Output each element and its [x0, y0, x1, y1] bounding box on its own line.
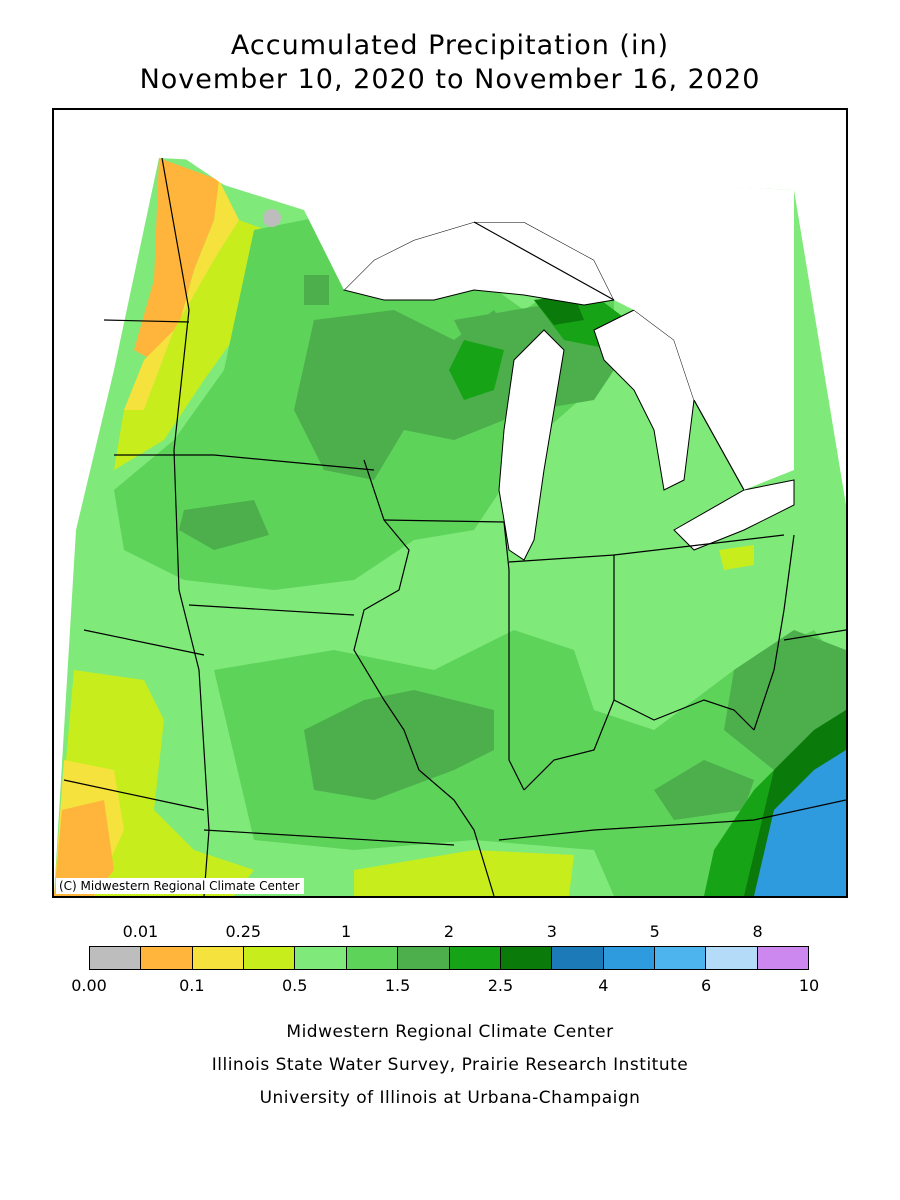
- copyright-label: (C) Midwestern Regional Climate Center: [56, 878, 304, 894]
- legend-swatch: [706, 947, 758, 969]
- legend-label-bot: 0.1: [179, 976, 205, 995]
- legend-swatch: [500, 947, 553, 969]
- zone-orange-northwest: [134, 158, 219, 360]
- legend-label-top: 8: [752, 922, 763, 941]
- date-range-subtitle: November 10, 2020 to November 16, 2020: [139, 64, 761, 95]
- zone-darkgreen-kentucky: [654, 760, 754, 820]
- legend-swatch: [654, 947, 707, 969]
- legend-swatch: [295, 947, 347, 969]
- legend-label-top: 1: [341, 922, 352, 941]
- zone-darkgreen-iowa: [179, 500, 269, 550]
- legend-swatch: [141, 947, 193, 969]
- legend-swatch: [757, 947, 809, 969]
- legend-label-top: 5: [649, 922, 660, 941]
- credit-line-2: Illinois State Water Survey, Prairie Res…: [211, 1055, 689, 1075]
- lake-michigan: [498, 329, 565, 561]
- zone-yellowgreen-south: [354, 850, 574, 896]
- map-canvas: [54, 110, 846, 896]
- legend-swatch: [192, 947, 245, 969]
- legend-label-top: 3: [546, 922, 557, 941]
- zone-yellowgreen-ohio: [719, 545, 754, 570]
- legend-swatch: [244, 947, 296, 969]
- legend-label-bot: 2.5: [487, 976, 514, 995]
- legend-label-top: 2: [443, 922, 455, 941]
- zone-blue-southeast: [754, 750, 846, 896]
- canada-land: [184, 158, 794, 490]
- legend-label-bot: 0.5: [281, 976, 308, 995]
- legend-label-bot: 10: [798, 976, 820, 995]
- zone-darkgreen-minnesota: [304, 275, 329, 305]
- map-title: Accumulated Precipitation (in): [230, 30, 670, 61]
- state-borders: [63, 157, 846, 896]
- zone-orange-southwest: [54, 800, 114, 896]
- legend-swatch: [552, 947, 604, 969]
- legend-swatch: [603, 947, 655, 969]
- legend-swatch: [398, 947, 450, 969]
- credit-line-3: University of Illinois at Urbana-Champai…: [259, 1088, 641, 1108]
- zone-yellow-northwest: [124, 180, 239, 410]
- legend-label-bot: 1.5: [384, 976, 411, 995]
- zone-deepgreen-green-bay: [449, 340, 504, 400]
- legend-label-bot: 4: [598, 976, 609, 995]
- precipitation-map: (C) Midwestern Regional Climate Center: [52, 108, 848, 898]
- legend-label-bot: 0.00: [71, 976, 107, 995]
- zone-medgreen-south: [214, 630, 846, 896]
- legend-swatch: [449, 947, 501, 969]
- legend-color-bar: [89, 946, 809, 970]
- zone-gray-spot: [263, 209, 281, 227]
- legend-label-top: 0.01: [122, 922, 159, 941]
- legend-swatch: [90, 947, 142, 969]
- zone-darkgreen-missouri: [304, 690, 494, 800]
- credit-line-1: Midwestern Regional Climate Center: [286, 1022, 614, 1042]
- legend-label-top: 0.25: [225, 922, 262, 941]
- legend-label-bot: 6: [701, 976, 712, 995]
- legend-swatch: [346, 947, 399, 969]
